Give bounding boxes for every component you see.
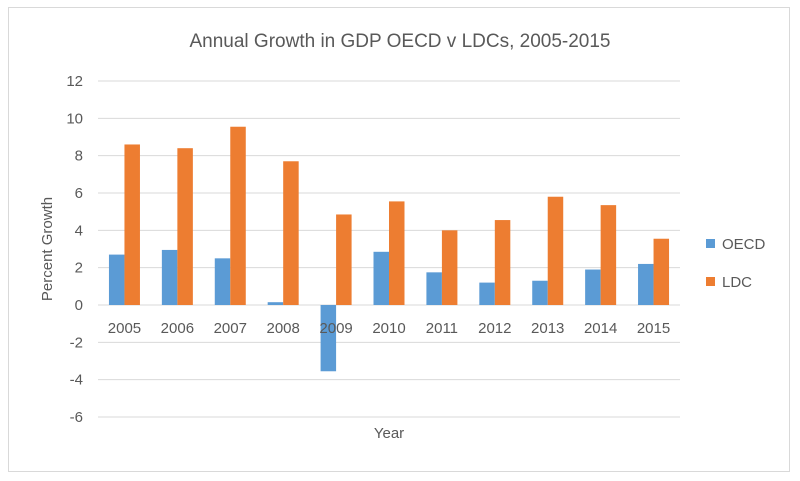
bar-ldc-2006	[177, 148, 193, 305]
legend: OECD LDC	[706, 236, 766, 291]
bar-ldc-2012	[494, 220, 511, 305]
bar-ldc-2015	[653, 238, 670, 305]
x-tick-label: 2014	[584, 320, 617, 337]
bar-oecd-2007	[214, 258, 231, 305]
y-tick-label: 0	[75, 297, 83, 314]
legend-label-oecd: OECD	[722, 236, 766, 253]
bar-ldc-2005	[124, 144, 140, 305]
bar-ldc-2008	[283, 161, 299, 305]
y-tick-label: 2	[75, 260, 83, 277]
x-tick-label: 2007	[214, 320, 247, 337]
x-tick-label: 2005	[108, 320, 141, 337]
x-tick-labels: 2005 2006 2007 2008 2009 2010 2011 2012 2013 2014…	[108, 320, 670, 337]
gridlines	[98, 80, 680, 418]
bar-ldc-2013	[547, 196, 564, 305]
x-tick-label: 2013	[531, 320, 564, 337]
bars	[108, 126, 670, 372]
y-tick-label: -2	[70, 334, 83, 351]
y-axis-title: Percent Growth	[39, 197, 56, 301]
y-tick-label: 6	[75, 185, 83, 202]
bar-ldc-2007	[230, 126, 246, 305]
x-tick-label: 2010	[372, 320, 405, 337]
bar-oecd-2015	[638, 263, 654, 305]
y-tick-label: 10	[66, 110, 83, 127]
x-axis-title: Year	[374, 425, 404, 442]
x-tick-label: 2015	[637, 320, 670, 337]
bar-oecd-2005	[108, 254, 125, 305]
bar-oecd-2011	[426, 272, 442, 305]
bar-ldc-2009	[336, 214, 352, 305]
bar-oecd-2009	[320, 305, 337, 372]
bar-ldc-2010	[389, 201, 405, 305]
bar-ldc-2011	[441, 230, 458, 305]
y-tick-label: -6	[70, 409, 83, 426]
bar-ldc-2014	[600, 205, 617, 305]
y-tick-labels: -6 -4 -2 0 2 4 6 8 10 12	[66, 73, 83, 426]
y-tick-label: 12	[66, 73, 83, 90]
chart-title: Annual Growth in GDP OECD v LDCs, 2005-2…	[189, 31, 610, 52]
x-tick-label: 2006	[161, 320, 194, 337]
bar-oecd-2014	[585, 269, 601, 305]
bar-oecd-2008	[267, 302, 284, 305]
bar-oecd-2012	[479, 282, 495, 305]
legend-swatch-oecd	[706, 239, 715, 248]
legend-label-ldc: LDC	[722, 274, 752, 291]
x-tick-label: 2012	[478, 320, 511, 337]
legend-swatch-ldc	[706, 277, 715, 286]
bar-oecd-2006	[161, 249, 178, 305]
y-tick-label: -4	[70, 372, 83, 389]
x-tick-label: 2011	[426, 320, 458, 337]
bar-oecd-2010	[373, 251, 389, 305]
bar-oecd-2013	[532, 280, 548, 305]
y-tick-label: 8	[75, 148, 83, 165]
x-tick-label: 2008	[266, 320, 299, 337]
y-tick-label: 4	[75, 222, 83, 239]
x-tick-label: 2009	[319, 320, 352, 337]
